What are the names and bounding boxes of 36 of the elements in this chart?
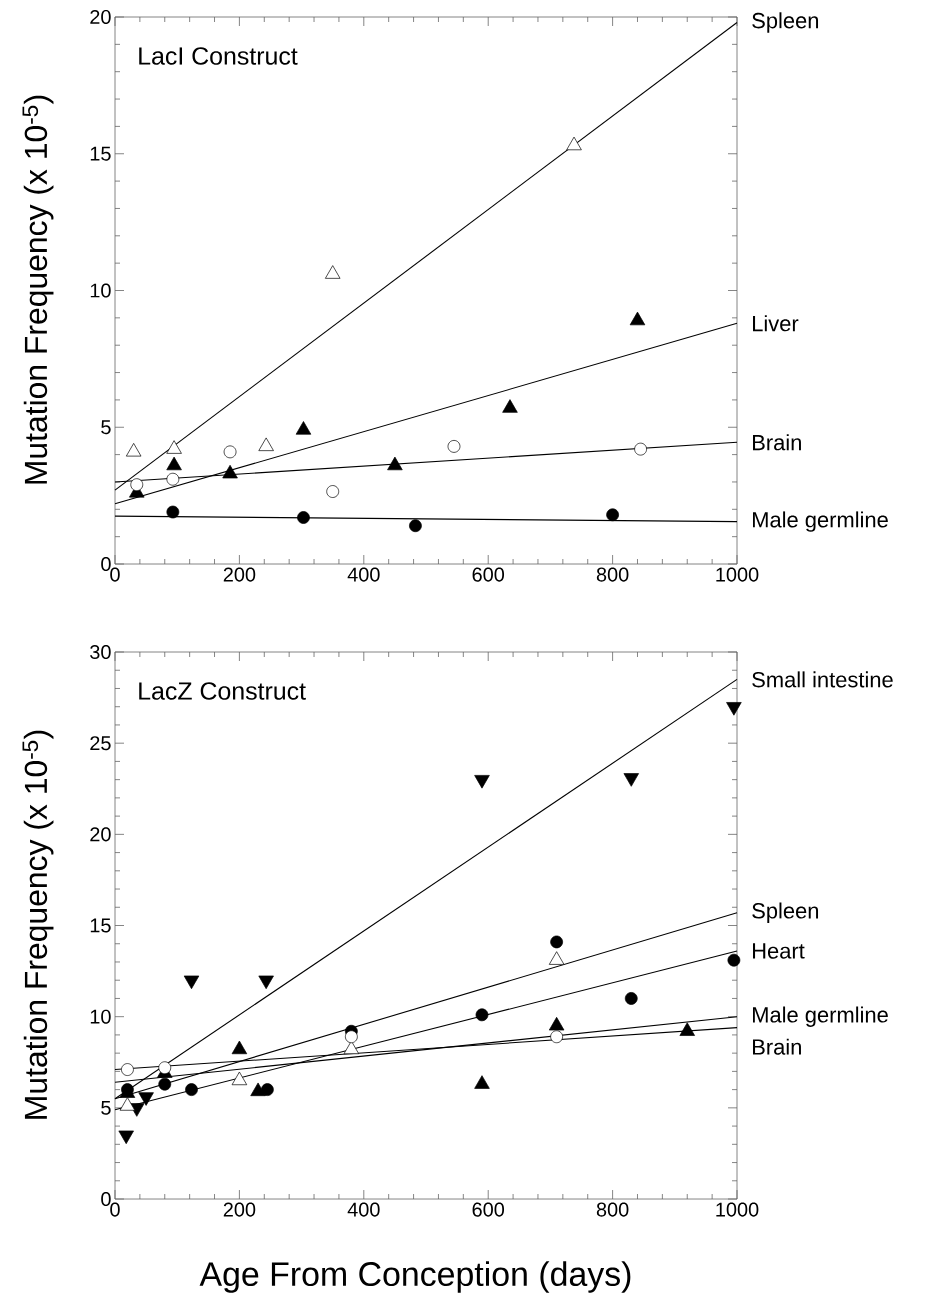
series-label: Spleen bbox=[752, 902, 819, 923]
series-label: Liver bbox=[753, 315, 799, 332]
text: LacI Construct bbox=[139, 47, 298, 65]
y-axis-title: Mutation Frequency (x 10$^{-5}$) bbox=[22, 730, 54, 1119]
y-tick-label: 15 bbox=[90, 146, 111, 161]
series-label: Spleen bbox=[752, 12, 819, 33]
series-label: Small intestine bbox=[752, 671, 893, 688]
series-label: Brain bbox=[753, 434, 801, 451]
y-tick-label: 5 bbox=[101, 420, 111, 435]
y-tick-label: 15 bbox=[90, 918, 111, 933]
x-tick-label: 400 bbox=[347, 567, 380, 582]
x-axis-title: Age From Conception (days) bbox=[199, 1261, 631, 1293]
y-tick-label: 0 bbox=[101, 556, 111, 572]
y-tick-label: 20 bbox=[90, 9, 111, 25]
x-tick-label: 800 bbox=[596, 1202, 629, 1217]
series-label: Brain bbox=[753, 1038, 801, 1055]
x-tick-label: 400 bbox=[347, 1202, 380, 1217]
y-tick-label: 25 bbox=[90, 736, 111, 751]
y-tick-label: 10 bbox=[90, 283, 111, 298]
x-tick-label: 200 bbox=[223, 1202, 256, 1217]
series-label: Male germline bbox=[753, 511, 888, 532]
x-tick-label: 800 bbox=[596, 567, 629, 582]
x-tick-label: 1000 bbox=[716, 567, 759, 582]
x-tick-label: 600 bbox=[472, 567, 505, 582]
y-tick-label: 10 bbox=[90, 1009, 111, 1024]
y-tick-label: 0 bbox=[101, 1191, 111, 1207]
text: LacZ Construct bbox=[139, 682, 306, 700]
y-tick-label: 5 bbox=[101, 1100, 111, 1115]
series-label: Heart bbox=[753, 943, 805, 959]
series-label: Male germline bbox=[753, 1006, 888, 1027]
x-tick-label: 600 bbox=[472, 1202, 505, 1217]
y-axis-title: Mutation Frequency (x 10$^{-5}$) bbox=[22, 95, 54, 484]
x-tick-label: 200 bbox=[223, 567, 256, 582]
y-tick-label: 20 bbox=[90, 827, 111, 842]
x-tick-label: 1000 bbox=[716, 1202, 759, 1217]
y-tick-label: 30 bbox=[90, 644, 111, 660]
